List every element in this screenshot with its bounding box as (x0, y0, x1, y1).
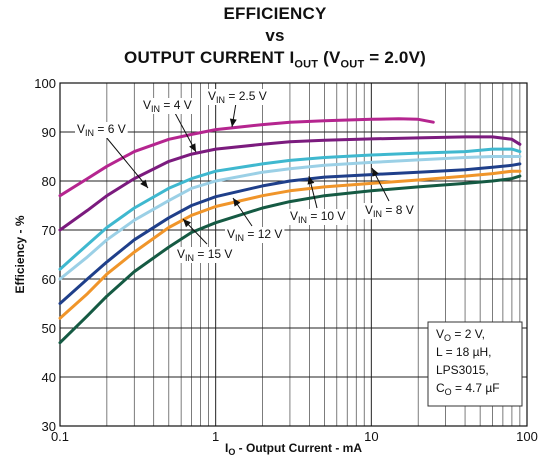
y-tick-label: 70 (42, 223, 56, 238)
annotation-bg (288, 209, 348, 225)
annotation-ann-12: VIN = 12 V (227, 227, 282, 243)
annotation-arrowhead (189, 143, 196, 152)
y-tick-label: 100 (34, 76, 56, 91)
annotation-ann-6: VIN = 6 V (77, 122, 126, 138)
annotation-arrowhead (233, 198, 241, 207)
annotation-bg (175, 247, 235, 263)
chart-ticks: 30 40 50 60 70 80 90 100 0.1 1 10 100 (34, 76, 538, 444)
chart-series (58, 117, 522, 345)
annotation-bg (206, 89, 269, 105)
annotation-arrowhead (229, 118, 237, 127)
title-text-c: = 2.0V) (364, 48, 426, 67)
series-line-6 (58, 174, 522, 345)
chart-title-line2: vs (265, 26, 285, 45)
x-tick-label: 0.1 (51, 429, 69, 444)
annotation-arrowhead (183, 219, 192, 228)
annotation-arrowhead (140, 179, 148, 188)
annotation-ann-10: VIN = 10 V (290, 209, 345, 225)
x-tick-label: 10 (364, 429, 378, 444)
condition-line: LPS3015, (436, 363, 489, 377)
condition-line: L = 18 µH, (436, 345, 492, 359)
annotation-ann-8: VIN = 8 V (365, 203, 414, 219)
condition-line: VO = 2 V, (436, 327, 485, 343)
title-text-a: OUTPUT CURRENT I (124, 48, 295, 67)
chart-grid (59, 82, 528, 427)
chart-title-line3: OUTPUT CURRENT IOUT (VOUT = 2.0V) (0, 48, 550, 70)
y-tick-label: 30 (42, 419, 56, 434)
series-line-2 (58, 147, 522, 271)
series-line-0 (58, 117, 435, 198)
title-text-b: (V (318, 48, 341, 67)
series-line-3 (58, 155, 522, 281)
y-tick-label: 50 (42, 321, 56, 336)
y-tick-label: 60 (42, 272, 56, 287)
y-tick-label: 40 (42, 370, 56, 385)
annotation-bg (225, 227, 285, 243)
series-line-4 (58, 162, 522, 305)
y-tick-label: 80 (42, 174, 56, 189)
title-sub-a: OUT (294, 58, 319, 71)
annotation-ann-15: VIN = 15 V (177, 247, 232, 263)
annotation-arrowhead (307, 176, 315, 185)
chart-annotations: VIN = 2.5 V VIN = 4 V VIN = 6 V VIN = 8 V VI… (75, 89, 416, 263)
plot-border (59, 82, 528, 427)
annotation-arrow (105, 136, 149, 189)
condition-line: CO = 4.7 µF (436, 381, 500, 397)
x-axis-label: IO - Output Current - mA (225, 441, 362, 457)
annotation-ann-4: VIN = 4 V (143, 98, 192, 114)
annotation-bg (75, 122, 128, 138)
annotation-arrowhead (372, 168, 379, 177)
chart-title-line1: EFFICIENCY (223, 4, 327, 23)
conditions-frame (427, 321, 523, 407)
y-tick-label: 90 (42, 125, 56, 140)
series-line-1 (58, 135, 522, 232)
annotation-bg (141, 98, 194, 114)
title-sub-b: OUT (340, 58, 365, 71)
x-tick-label: 100 (516, 429, 538, 444)
x-tick-label: 1 (212, 429, 219, 444)
y-axis-label: Efficiency - % (13, 215, 27, 293)
conditions-box: VO = 2 V, L = 18 µH, LPS3015, CO = 4.7 µF (427, 321, 523, 407)
annotation-bg (363, 203, 416, 219)
series-line-5 (58, 169, 522, 320)
annotation-ann-2p5: VIN = 2.5 V (208, 89, 267, 105)
axis-labels: IO - Output Current - mA Efficiency - % (13, 215, 362, 457)
